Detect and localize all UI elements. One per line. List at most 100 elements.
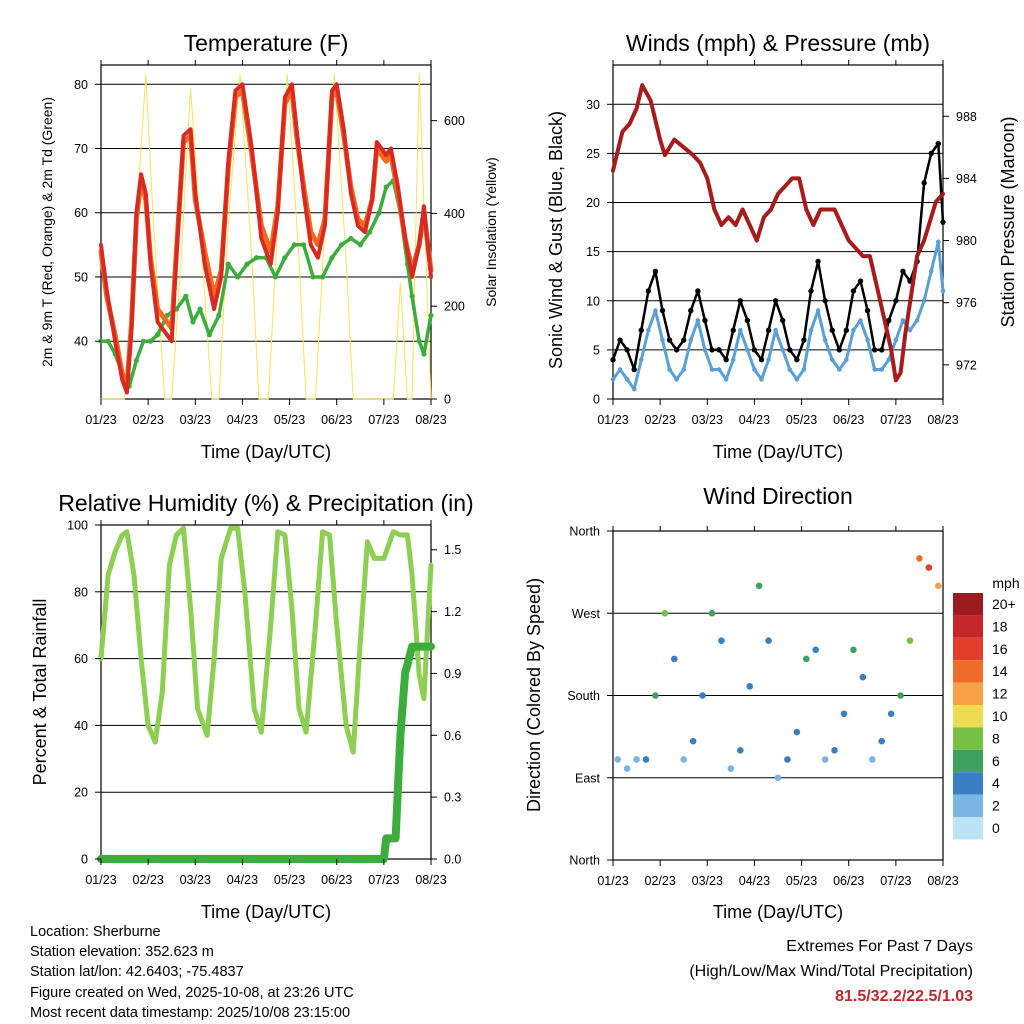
- direction-point: [916, 555, 923, 562]
- dewpoint-point: [338, 242, 345, 248]
- y-tick-label-right: 972: [956, 358, 977, 372]
- winds-panel: Winds (mph) & Pressure (mb) 0 5 10 15 20 25 30…: [546, 30, 1018, 462]
- x-tick-label: 04/23: [739, 874, 770, 888]
- temperature-ylabel-right: Solar Insolation (Yellow): [483, 157, 499, 307]
- wind-point: [872, 367, 877, 372]
- wind-point: [914, 318, 920, 323]
- winds-title: Winds (mph) & Pressure (mb): [626, 30, 930, 56]
- gust-point: [751, 347, 758, 353]
- humidity-panel: Relative Humidity (%) & Precipitation (i…: [30, 490, 474, 922]
- y-tick-label: 100: [67, 519, 88, 533]
- wind-point: [759, 377, 764, 382]
- dewpoint-point: [206, 332, 213, 338]
- station-location: Location: Sherburne: [30, 924, 161, 940]
- wind-line: [611, 240, 945, 391]
- humidity-xlabel: Time (Day/UTC): [201, 902, 331, 922]
- x-tick-label: 01/23: [597, 413, 628, 427]
- gust-point: [940, 219, 946, 225]
- direction-point: [934, 582, 942, 590]
- wind-point: [610, 377, 616, 382]
- extremes-title: Extremes For Past 7 Days: [786, 938, 973, 955]
- y-tick-label: East: [575, 771, 601, 785]
- extremes-subtitle: (High/Low/Max Wind/Total Precipitation): [689, 963, 973, 980]
- wind-point: [822, 337, 828, 343]
- gust-point: [801, 337, 807, 343]
- direction-gridlines: [613, 612, 943, 779]
- x-tick-label: 07/23: [368, 413, 399, 427]
- y-tick-label: 50: [74, 270, 88, 284]
- speed-legend-label: 14: [992, 663, 1008, 679]
- dewpoint-point: [282, 255, 288, 261]
- wind-point: [879, 367, 885, 372]
- y-tick-label-right: 988: [956, 110, 977, 124]
- y-tick-label: 0: [81, 853, 88, 867]
- gust-point: [610, 357, 616, 363]
- wind-point: [674, 377, 679, 382]
- humidity-title: Relative Humidity (%) & Precipitation (i…: [58, 490, 473, 516]
- gust-point: [857, 278, 864, 284]
- gust-point: [836, 347, 842, 353]
- y-tick-label-right: 0.9: [444, 667, 461, 681]
- y-tick-label-right: 0.0: [444, 853, 461, 867]
- y-tick-label-right: 0.6: [444, 729, 461, 743]
- speed-legend-label: 4: [992, 775, 1000, 791]
- temperature-series: [98, 73, 434, 400]
- speed-legend-swatch: [953, 593, 983, 616]
- y-tick-label: North: [569, 525, 600, 539]
- wind-point: [681, 367, 687, 372]
- x-tick-label: 05/23: [786, 874, 817, 888]
- x-tick-label: 02/23: [133, 413, 164, 427]
- wind-point: [940, 288, 946, 294]
- direction-point: [793, 728, 801, 736]
- wind-point: [702, 347, 708, 353]
- gust-point: [744, 317, 751, 324]
- temperature-right-ticks: 0 200 400 600: [431, 114, 465, 407]
- direction-point: [878, 737, 886, 745]
- direction-point: [906, 637, 914, 644]
- x-tick-label: 03/23: [180, 413, 211, 427]
- speed-legend-title: mph: [992, 575, 1019, 591]
- gust-point: [815, 258, 821, 265]
- wind-point: [688, 337, 694, 343]
- dewpoint-line: [99, 178, 433, 388]
- speed-legend-label: 6: [992, 753, 1000, 769]
- x-tick-label: 03/23: [692, 413, 723, 427]
- dewpoint-point: [105, 338, 111, 344]
- dewpoint-point: [291, 242, 297, 248]
- x-tick-label: 06/23: [321, 873, 352, 887]
- dewpoint-point: [133, 357, 139, 364]
- x-tick-label: 08/23: [927, 874, 958, 888]
- dewpoint-point: [272, 274, 279, 280]
- temperature-xlabel: Time (Day/UTC): [201, 442, 331, 462]
- humidity-x-ticks: 01/23 02/23 03/23 04/23 05/23 06/23 07/23 08/23: [85, 520, 447, 887]
- gust-point: [758, 357, 765, 363]
- x-tick-label: 07/23: [880, 413, 911, 427]
- gust-point: [886, 317, 892, 324]
- wind-point: [752, 367, 757, 372]
- wind-point: [730, 357, 736, 363]
- dewpoint-point: [190, 319, 196, 325]
- wind-point: [780, 347, 786, 353]
- station-elevation: Station elevation: 352.623 m: [30, 944, 214, 961]
- speed-legend: 20+ 18 16 14 12 10 8 6 4 2 0: [953, 593, 1016, 840]
- speed-legend-swatch: [953, 637, 983, 661]
- dewpoint-point: [140, 338, 147, 344]
- station-latlon: Station lat/lon: 42.6403; -75.4837: [30, 964, 244, 981]
- gust-point: [780, 317, 786, 324]
- direction-panel: Wind Direction North East South West North 0…: [524, 483, 1020, 922]
- speed-legend-label: 16: [992, 641, 1008, 657]
- wind-point: [935, 239, 941, 245]
- dewpoint-point: [319, 274, 326, 280]
- y-tick-label: 80: [74, 585, 88, 599]
- gust-point: [921, 180, 927, 186]
- direction-title: Wind Direction: [703, 483, 853, 509]
- x-tick-label: 01/23: [85, 413, 116, 427]
- gust-point: [723, 357, 729, 363]
- temperature-panel: Temperature (F) 40 50 60 70 80 0 200 400 600 01…: [39, 30, 499, 462]
- direction-point: [840, 710, 848, 718]
- y-tick-label-right: 0: [444, 393, 451, 407]
- x-tick-label: 01/23: [597, 874, 628, 888]
- gust-point: [716, 347, 722, 353]
- direction-point: [623, 765, 631, 772]
- x-tick-label: 05/23: [274, 413, 305, 427]
